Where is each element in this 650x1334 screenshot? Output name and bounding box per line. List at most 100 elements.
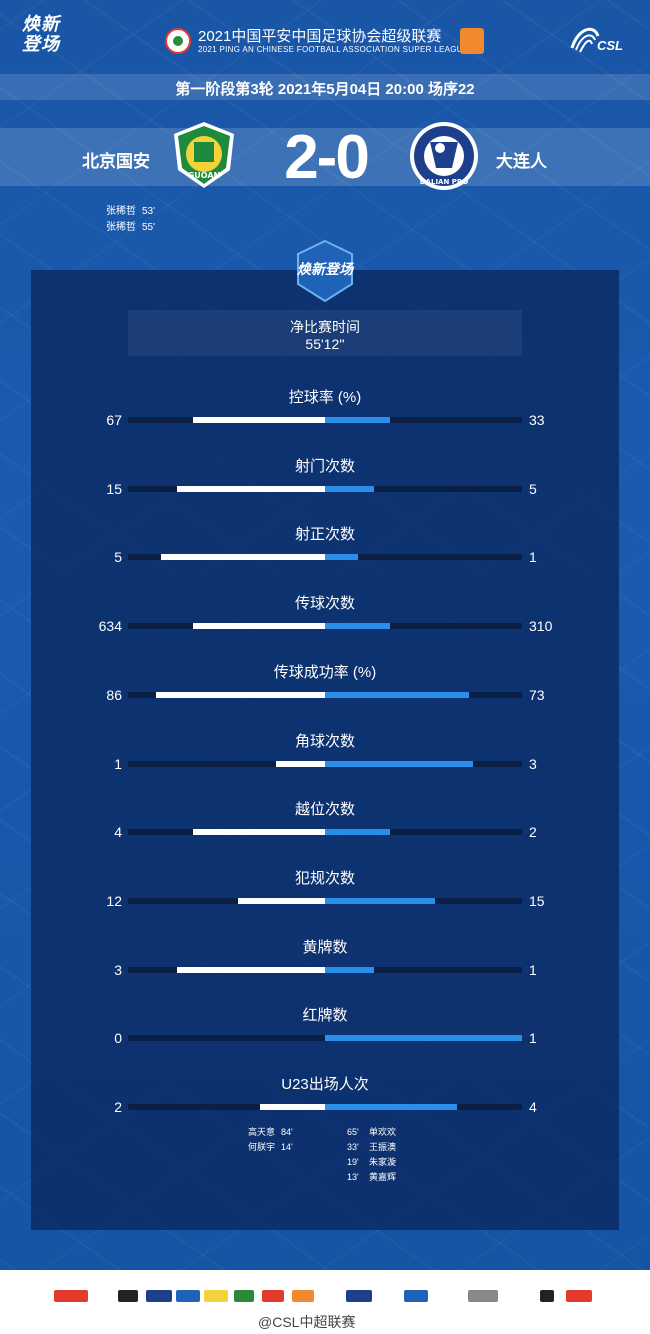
u23-player-minute: 14'	[281, 1142, 293, 1152]
sponsor-logo-icon	[118, 1290, 138, 1302]
stat-away-bar	[325, 760, 473, 767]
stat-away-value: 1	[529, 961, 537, 978]
stat-label: 黄牌数	[302, 938, 348, 956]
stat-away-value: 1	[529, 1030, 537, 1047]
stat-row: 犯规次数 12 15	[0, 867, 650, 917]
league-badge-icon	[165, 28, 191, 54]
sponsor-logo-icon	[262, 1290, 284, 1302]
sponsor-logo-icon	[346, 1290, 372, 1302]
stat-label: 控球率 (%)	[288, 389, 362, 406]
stat-away-value: 3	[529, 755, 537, 772]
stat-home-value: 4	[114, 824, 122, 841]
stat-row: 传球次数 634 310	[0, 592, 650, 642]
stat-away-value: 1	[529, 549, 537, 566]
header: 焕新登场 2021中国平安中国足球协会超级联赛 2021 PING AN CHI…	[0, 0, 650, 70]
scorers-list: 张稀哲 53' 张稀哲 55'	[106, 204, 155, 236]
u23-away-list: 65' 单欢欢 33' 王振澳 19' 朱家漩 13' 黄嘉辉	[347, 1125, 396, 1185]
stat-away-value: 5	[529, 480, 537, 497]
u23-away-item: 33' 王振澳	[347, 1140, 396, 1155]
scorer-minute: 55'	[142, 222, 156, 233]
stats-panel	[31, 270, 619, 1230]
league-title: 2021中国平安中国足球协会超级联赛	[198, 28, 442, 45]
u23-player-minute: 33'	[347, 1142, 359, 1152]
u23-player-name: 黄嘉辉	[369, 1172, 397, 1182]
sponsor-logo-icon	[292, 1290, 314, 1302]
stat-home-bar	[193, 417, 325, 423]
stat-label: 传球次数	[294, 595, 355, 613]
stat-row: U23出场人次 2 4	[0, 1073, 650, 1123]
stat-home-value: 5	[114, 549, 122, 566]
stat-row: 红牌数 0 1	[0, 1004, 650, 1054]
away-team-name: 大连人	[496, 152, 547, 171]
stat-away-value: 15	[529, 892, 545, 909]
u23-player-name: 朱家漩	[369, 1157, 397, 1167]
u23-player-name: 单欢欢	[369, 1127, 397, 1137]
stat-home-bar	[156, 691, 325, 698]
stat-away-bar	[325, 554, 358, 561]
scorer-name: 张稀哲	[106, 222, 136, 233]
stat-home-bar	[161, 554, 325, 561]
stat-home-value: 12	[106, 892, 122, 909]
stat-home-value: 3	[114, 961, 122, 978]
csl-label: CSL	[597, 38, 623, 53]
stat-away-bar	[325, 417, 390, 423]
sponsor-logo-icon	[146, 1290, 172, 1302]
stat-row: 射门次数 15 5	[0, 455, 650, 505]
stat-away-bar	[325, 829, 390, 836]
stat-row: 控球率 (%) 67 33	[0, 386, 650, 436]
u23-player-name: 何朕宇	[248, 1142, 276, 1152]
stat-home-bar	[260, 1104, 325, 1110]
u23-player-minute: 84'	[281, 1127, 293, 1137]
stat-home-value: 15	[106, 480, 122, 497]
u23-player-minute: 13'	[347, 1172, 359, 1182]
stat-home-bar	[193, 829, 325, 836]
svg-text:DALIAN PRO: DALIAN PRO	[420, 178, 469, 186]
u23-away-item: 13' 黄嘉辉	[347, 1170, 396, 1185]
stat-row: 射正次数 5 1	[0, 523, 650, 573]
stat-home-bar	[238, 897, 325, 904]
stat-row: 越位次数 4 2	[0, 798, 650, 848]
scorer-minute: 53'	[142, 206, 156, 217]
stat-away-value: 4	[529, 1099, 537, 1115]
u23-player-name: 高天意	[248, 1127, 276, 1137]
stat-home-value: 634	[98, 618, 122, 635]
home-team-logo-icon: GUOAN	[174, 122, 234, 188]
u23-home-list: 高天意 84' 何朕宇 14'	[248, 1125, 293, 1155]
stat-label: 红牌数	[302, 1007, 348, 1025]
stat-home-bar	[177, 485, 325, 492]
stat-label: 传球成功率 (%)	[273, 663, 377, 681]
u23-player-minute: 65'	[347, 1127, 359, 1137]
u23-home-item: 何朕宇 14'	[248, 1140, 293, 1155]
u23-player-minute: 19'	[347, 1157, 359, 1167]
stat-label: 犯规次数	[294, 869, 355, 887]
league-subtitle: 2021 PING AN CHINESE FOOTBALL ASSOCIATIO…	[198, 45, 469, 54]
stat-away-value: 33	[529, 412, 545, 428]
stat-home-bar	[276, 760, 325, 767]
net-time-box	[128, 310, 522, 356]
u23-away-item: 19' 朱家漩	[347, 1155, 396, 1170]
stat-away-bar	[325, 1104, 457, 1110]
sponsor-logo-icon	[404, 1290, 428, 1302]
round-bar	[0, 74, 650, 100]
stat-row: 角球次数 1 3	[0, 730, 650, 780]
sponsor-logo-icon	[204, 1290, 228, 1302]
brand-logo-text: 焕新登场	[22, 14, 60, 54]
stat-away-bar	[325, 623, 390, 630]
stat-home-bar	[177, 966, 325, 973]
net-time-label: 净比赛时间	[290, 319, 360, 335]
stat-label: 射门次数	[294, 457, 355, 475]
sponsor-logo-icon	[566, 1290, 592, 1302]
stat-label: 射正次数	[294, 526, 355, 544]
stat-home-value: 1	[114, 755, 122, 772]
stat-home-value: 2	[114, 1099, 122, 1115]
match-score: 2-0	[284, 123, 370, 192]
stat-away-bar	[325, 485, 374, 492]
panel-badge-icon	[297, 240, 353, 302]
away-team-logo-icon: DALIAN PRO	[410, 122, 478, 190]
sponsor-logo-icon	[176, 1290, 200, 1302]
stat-away-bar	[325, 966, 374, 973]
sponsor-tag-icon	[460, 28, 484, 54]
scorer-item: 张稀哲 53'	[106, 204, 155, 220]
scorer-name: 张稀哲	[106, 206, 136, 217]
stat-label: U23出场人次	[281, 1076, 369, 1093]
